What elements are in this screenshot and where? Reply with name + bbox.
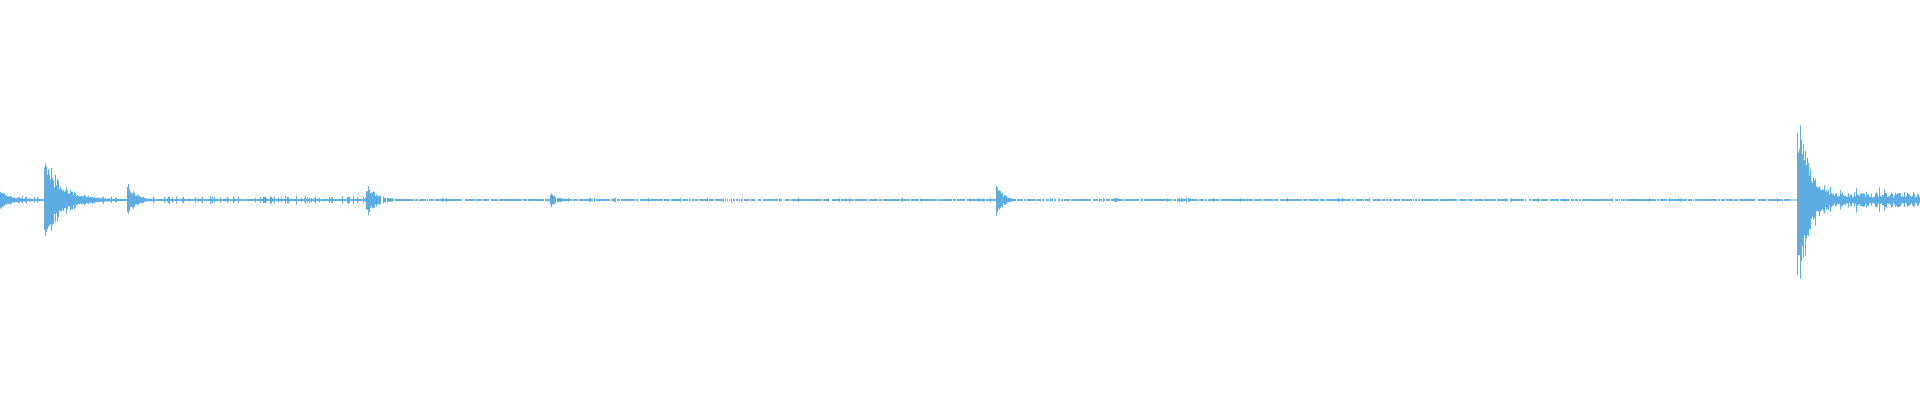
waveform-path — [0, 125, 1920, 279]
